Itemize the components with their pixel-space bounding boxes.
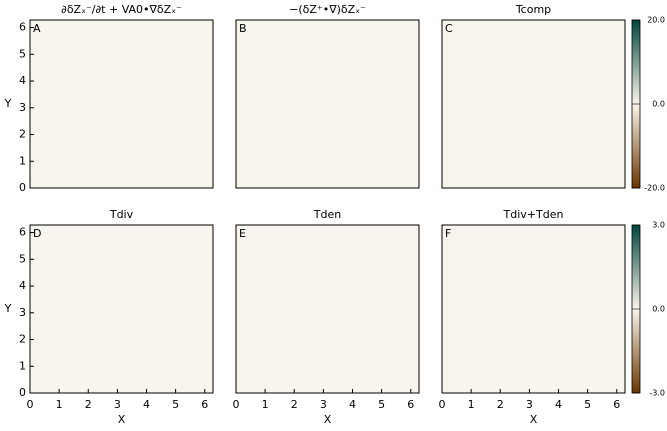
y-tick-label: 1 — [19, 359, 26, 372]
panel-title: −(δZ⁺•∇)δZₓ⁻ — [289, 3, 366, 16]
heatmap-panel — [29, 224, 214, 394]
x-axis-label: X — [530, 413, 538, 426]
panel-title: Tdiv+Tden — [503, 208, 564, 221]
heatmap-panel — [235, 224, 420, 394]
y-axis-label: Y — [4, 302, 12, 315]
y-tick-label: 3 — [19, 306, 26, 319]
x-tick-label: 2 — [85, 398, 92, 411]
panel-label: D — [33, 227, 41, 240]
panel-label: F — [445, 227, 451, 240]
x-tick-label: 6 — [407, 398, 414, 411]
heatmap-panel — [441, 224, 626, 394]
x-tick-label: 0 — [233, 398, 240, 411]
x-tick-label: 5 — [378, 398, 385, 411]
x-tick-label: 0 — [27, 398, 34, 411]
x-tick-label: 6 — [201, 398, 208, 411]
y-tick-label: 4 — [19, 74, 26, 87]
y-tick-label: 6 — [19, 226, 26, 239]
panel-label: C — [445, 22, 453, 35]
x-tick-label: 5 — [584, 398, 591, 411]
panel-title: Tdiv — [109, 208, 134, 221]
y-tick-label: 5 — [19, 47, 26, 60]
panel-title: Tcomp — [515, 3, 551, 16]
x-tick-label: 1 — [262, 398, 269, 411]
x-axis-label: X — [118, 413, 126, 426]
x-tick-label: 4 — [555, 398, 562, 411]
x-tick-label: 3 — [320, 398, 327, 411]
x-tick-label: 2 — [497, 398, 504, 411]
colorbar-tick-label: 0.0 — [652, 100, 665, 109]
y-axis-label: Y — [4, 97, 12, 110]
y-tick-label: 2 — [19, 333, 26, 346]
panel-label: B — [239, 22, 247, 35]
x-tick-label: 4 — [143, 398, 150, 411]
y-tick-label: 2 — [19, 128, 26, 141]
x-tick-label: 3 — [114, 398, 121, 411]
x-tick-label: 1 — [56, 398, 63, 411]
y-tick-label: 6 — [19, 21, 26, 34]
x-tick-label: 5 — [172, 398, 179, 411]
x-tick-label: 2 — [291, 398, 298, 411]
panel-label: E — [239, 227, 246, 240]
x-tick-label: 1 — [468, 398, 475, 411]
panel-label: A — [33, 22, 41, 35]
colorbar-tick-label: 20.0 — [647, 16, 665, 25]
panel-title: ∂δZₓ⁻/∂t + VA0•∇δZₓ⁻ — [61, 3, 182, 16]
colorbar-tick-label: 0.0 — [652, 305, 665, 314]
x-axis-label: X — [324, 413, 332, 426]
panel-title: Tden — [313, 208, 341, 221]
heatmap-panel — [441, 19, 626, 189]
y-tick-label: 1 — [19, 154, 26, 167]
x-tick-label: 0 — [439, 398, 446, 411]
heatmap-panel — [29, 19, 214, 189]
x-tick-label: 3 — [526, 398, 533, 411]
y-tick-label: 4 — [19, 279, 26, 292]
colorbar-tick-label: -3.0 — [649, 389, 665, 398]
colorbar-tick-label: -20.0 — [644, 184, 665, 193]
y-tick-label: 3 — [19, 101, 26, 114]
y-tick-label: 0 — [19, 181, 26, 194]
y-tick-label: 5 — [19, 252, 26, 265]
x-tick-label: 6 — [613, 398, 620, 411]
y-tick-label: 0 — [19, 386, 26, 399]
x-tick-label: 4 — [349, 398, 356, 411]
heatmap-panel — [235, 19, 420, 189]
colorbar-tick-label: 3.0 — [652, 221, 665, 230]
